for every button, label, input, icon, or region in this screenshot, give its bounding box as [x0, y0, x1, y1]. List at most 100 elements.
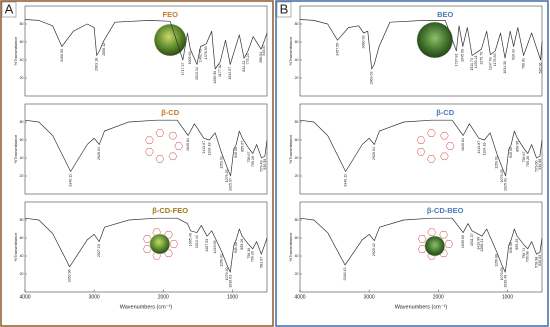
peak-label: 1376.70 [479, 52, 483, 65]
y-axis-label: %Transmittance [13, 36, 18, 66]
peak-label: 1334.18 [482, 143, 486, 156]
peak-label: 756.67 [522, 152, 526, 163]
spectrum-line [24, 119, 268, 177]
y-tick-label: 40 [20, 156, 24, 160]
chart-title: FEO [162, 10, 178, 19]
y-tick-label: 20 [20, 272, 24, 276]
peak-label: 1511.37 [470, 233, 474, 246]
plot-frame [299, 201, 543, 293]
chart-title: BEO [437, 10, 453, 19]
peak-label: 1462.43 [198, 49, 202, 62]
photo [416, 21, 454, 59]
ring [145, 136, 154, 144]
x-tick-label: 1000 [227, 294, 238, 300]
photo [153, 23, 187, 57]
y-tick-label: 60 [295, 236, 299, 240]
peak-label: 586.84 [259, 52, 263, 63]
y-tick-label: 20 [295, 272, 299, 276]
peak-label: 579.66 [534, 161, 538, 172]
peak-label: 3457.50 [335, 43, 339, 56]
peak-label: 945.50 [234, 147, 238, 158]
chart-title: β-CD [436, 108, 454, 117]
plot-frame [299, 103, 543, 195]
plot-frame [24, 5, 268, 97]
y-tick-label: 40 [295, 156, 299, 160]
peak-label: 1034.50 [503, 61, 507, 74]
y-tick-label: 60 [295, 138, 299, 142]
ring [155, 155, 165, 163]
peak-label: 1511.73 [470, 58, 474, 71]
peak-label: 1367.53 [205, 239, 209, 252]
ring [427, 129, 436, 137]
ring [145, 148, 154, 156]
ring [445, 142, 455, 150]
plot-frame [299, 5, 543, 97]
x-tick-label: 3000 [89, 294, 100, 300]
peak-label: 705.68 [526, 251, 530, 262]
y-tick-label: 80 [20, 22, 24, 26]
peak-label: 910.34 [512, 49, 516, 60]
chart-title: β-CD [161, 108, 179, 117]
ring [444, 240, 454, 248]
peak-label: 1030.46 [503, 275, 507, 288]
peak-label: 3466.50 [60, 49, 64, 62]
y-tick-label: 20 [295, 76, 299, 80]
ring [142, 235, 152, 243]
ring [417, 245, 427, 253]
peak-label: 1025.97 [229, 178, 233, 191]
peak-label: 545.87 [262, 45, 266, 56]
peak-label: 581.67 [259, 257, 263, 268]
y-tick-label: 40 [20, 58, 24, 62]
peak-label: 2926.04 [97, 147, 101, 160]
peak-label: 1645.66 [461, 49, 465, 62]
peak-label: 530.68 [538, 159, 542, 170]
y-tick-label: 80 [20, 218, 24, 222]
peak-label: 1640.84 [186, 138, 190, 151]
peak-label: 1156.01 [220, 254, 224, 267]
peak-label: 1156.80 [495, 254, 499, 267]
ring [416, 148, 426, 156]
peak-label: 1079.89 [500, 268, 504, 281]
peak-label: 946.06 [509, 242, 513, 253]
peak-label: 855.67 [240, 141, 244, 152]
panel-letter-box [276, 1, 292, 18]
peak-label: 1640.84 [461, 138, 465, 151]
peak-label: 2926.04 [372, 147, 376, 160]
panel-border [275, 0, 549, 327]
y-tick-label: 80 [295, 22, 299, 26]
x-axis-label: Wavenumbers (cm⁻¹) [120, 304, 173, 310]
y-tick-label: 40 [20, 254, 24, 258]
peak-label: 1247.03 [488, 57, 492, 70]
peak-label: 766.91 [521, 58, 525, 69]
y-tick-label: 60 [295, 40, 299, 44]
peak-label: 2925.42 [372, 243, 376, 256]
y-axis-label: %Transmittance [288, 134, 293, 164]
peak-label: 1030.61 [228, 275, 232, 288]
peak-label: 1079.20 [225, 268, 229, 281]
peak-label: 2963.18 [95, 58, 99, 71]
plot-frame [24, 201, 268, 293]
peak-label: 1334.18 [207, 143, 211, 156]
peak-label: 856.95 [515, 141, 519, 152]
peak-label: 1368.31 [480, 239, 484, 252]
peak-label: 1378.50 [204, 46, 208, 59]
peak-label: 1153.91 [220, 156, 224, 169]
y-tick-label: 80 [20, 120, 24, 124]
chart-title: β-CD-BEO [427, 206, 464, 215]
peak-label: 1079.25 [225, 170, 229, 183]
y-tick-label: 40 [295, 254, 299, 258]
peak-label: 3340.11 [69, 174, 73, 187]
y-tick-label: 60 [20, 40, 24, 44]
ring [164, 249, 173, 258]
y-tick-label: 80 [295, 218, 299, 222]
ring [164, 230, 173, 239]
x-tick-label: 4000 [294, 294, 305, 300]
ring [440, 131, 449, 140]
ring [168, 152, 178, 161]
spectrum-line [299, 19, 543, 70]
y-tick-label: 60 [20, 138, 24, 142]
photo [424, 235, 446, 257]
peak-label: 1413.87 [477, 141, 481, 154]
peak-label: 1249.05 [213, 241, 217, 254]
x-axis-label: Wavenumbers (cm⁻¹) [395, 304, 448, 310]
